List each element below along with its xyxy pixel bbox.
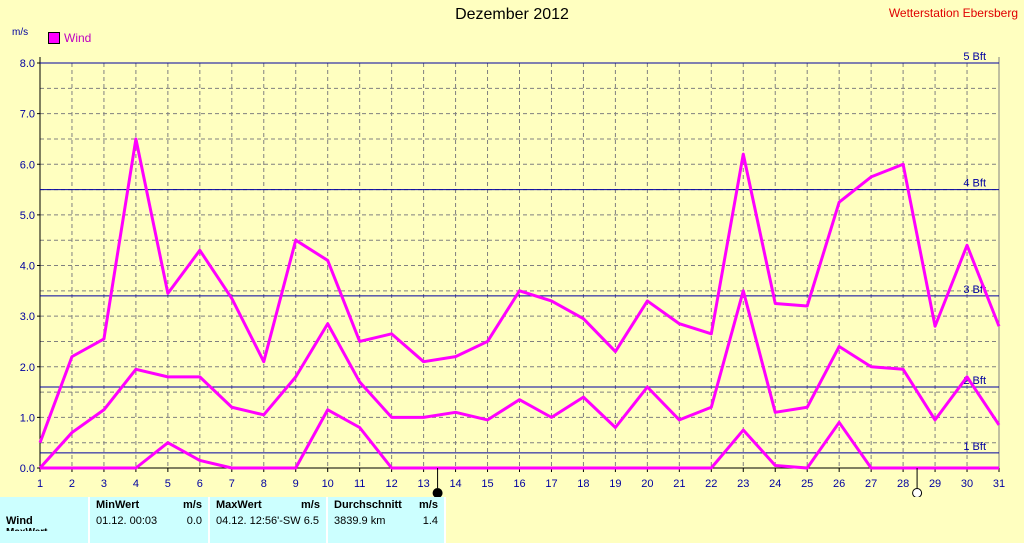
beaufort-label: 4 Bft <box>963 178 986 190</box>
station-name: Wetterstation Ebersberg <box>888 6 1018 20</box>
x-tick-label: 5 <box>165 478 171 490</box>
x-tick-label: 29 <box>929 478 941 490</box>
x-tick-label: 22 <box>705 478 717 490</box>
stats-row-label: Wind MaxWert <box>0 497 90 543</box>
beaufort-label: 5 Bft <box>963 51 986 63</box>
x-tick-label: 17 <box>545 478 557 490</box>
x-tick-label: 8 <box>261 478 267 490</box>
legend: Wind <box>48 31 91 45</box>
y-tick-label: 7.0 <box>20 109 35 121</box>
x-tick-label: 28 <box>897 478 909 490</box>
x-tick-label: 20 <box>641 478 653 490</box>
x-tick-label: 16 <box>513 478 525 490</box>
x-tick-label: 15 <box>481 478 493 490</box>
beaufort-label: 1 Bft <box>963 441 986 453</box>
x-tick-label: 30 <box>961 478 973 490</box>
x-tick-label: 4 <box>133 478 139 490</box>
x-tick-label: 24 <box>769 478 781 490</box>
x-tick-label: 27 <box>865 478 877 490</box>
legend-label: Wind <box>64 31 92 45</box>
x-tick-label: 9 <box>293 478 299 490</box>
legend-swatch <box>48 32 60 44</box>
y-axis-unit: m/s <box>12 27 29 38</box>
y-tick-label: 6.0 <box>20 159 35 171</box>
x-tick-label: 19 <box>609 478 621 490</box>
wind-series-line <box>38 137 1001 444</box>
x-tick-label: 3 <box>101 478 107 490</box>
x-tick-label: 26 <box>833 478 845 490</box>
wind-series-line <box>40 408 999 470</box>
x-tick-label: 31 <box>993 478 1005 490</box>
x-tick-label: 2 <box>69 478 75 490</box>
y-tick-label: 8.0 <box>20 58 35 70</box>
x-tick-label: 25 <box>801 478 813 490</box>
y-tick-label: 2.0 <box>20 362 35 374</box>
x-tick-label: 11 <box>354 478 365 490</box>
x-tick-label: 13 <box>417 478 429 490</box>
wind-chart: 0.01.02.03.04.05.06.07.08.01 2 3 4 5 6 7 8 9 10 11… <box>20 51 1005 497</box>
full-moon-icon <box>912 488 923 497</box>
stats-average: Durchschnitt m/s 3839.9 km 1.4 <box>327 497 446 543</box>
y-tick-label: 0.0 <box>20 463 35 475</box>
x-tick-label: 18 <box>577 478 589 490</box>
x-tick-label: 7 <box>229 478 235 490</box>
x-tick-label: 14 <box>449 478 461 490</box>
y-tick-label: 5.0 <box>20 210 35 222</box>
beaufort-label: 3 Bft <box>963 284 986 296</box>
x-tick-label: 10 <box>322 478 334 490</box>
x-tick-label: 21 <box>673 478 685 490</box>
y-tick-label: 4.0 <box>20 261 35 273</box>
stats-min: MinWert m/s 01.12. 00:03 0.0 <box>89 497 210 543</box>
x-tick-label: 6 <box>197 478 203 490</box>
x-tick-label: 12 <box>386 478 398 490</box>
wind-series-line <box>38 289 1001 470</box>
stats-max: MaxWert m/s 04.12. 12:56'-SW 6.5 <box>209 497 328 543</box>
y-tick-label: 3.0 <box>20 311 35 323</box>
chart-title: Dezember 2012 <box>455 6 569 23</box>
y-tick-label: 1.0 <box>20 412 35 424</box>
x-tick-label: 23 <box>737 478 749 490</box>
x-tick-label: 1 <box>37 478 43 490</box>
new-moon-icon <box>432 488 443 497</box>
